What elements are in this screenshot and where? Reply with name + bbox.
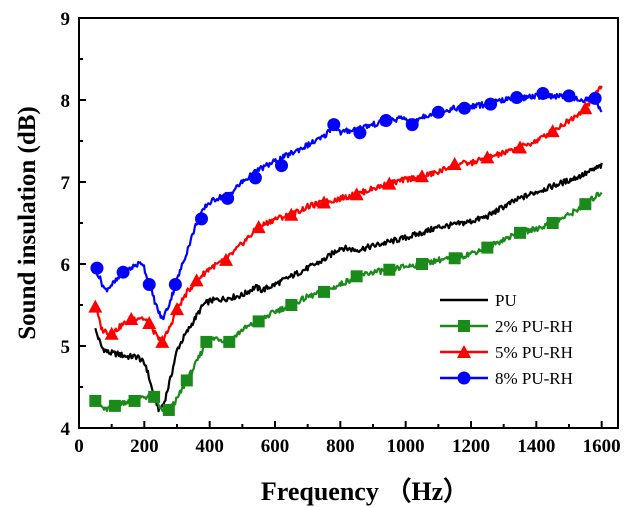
y-axis-title: Sound insulation (dB) (14, 106, 41, 339)
legend: PU 2% PU-RH 5% PU-RH 8% PU-RH (440, 291, 573, 388)
data-point-2-13 (415, 169, 429, 183)
data-point-3-10 (379, 114, 393, 127)
data-point-2-18 (578, 101, 593, 115)
legend-item-0: PU (440, 291, 517, 310)
data-point-3-2 (142, 278, 156, 291)
y-tick-label-0: 4 (61, 419, 71, 440)
x-tick-label-1: 200 (130, 436, 159, 457)
data-point-1-6 (200, 335, 213, 348)
data-point-1-12 (383, 263, 396, 276)
data-point-3-12 (431, 105, 445, 119)
data-point-3-0 (90, 261, 104, 275)
data-point-3-13 (457, 101, 471, 115)
x-tick-label-6: 1200 (452, 436, 490, 457)
legend-item-2: 5% PU-RH (440, 343, 573, 362)
data-point-1-8 (252, 315, 265, 328)
data-point-2-10 (317, 195, 331, 209)
data-point-1-16 (514, 226, 526, 239)
data-point-3-5 (221, 191, 235, 205)
data-point-1-13 (416, 258, 428, 270)
data-point-1-2 (128, 394, 141, 407)
data-point-3-8 (327, 118, 341, 132)
data-point-3-7 (275, 159, 289, 173)
series-3 (90, 86, 603, 321)
legend-item-1: 2% PU-RH (440, 317, 573, 336)
series-0 (94, 162, 603, 413)
data-point-1-3 (148, 390, 161, 403)
data-point-3-16 (536, 86, 550, 100)
y-tick-label-5: 9 (61, 9, 71, 30)
x-tick-label-0: 0 (74, 436, 84, 457)
x-tick-label-3: 600 (261, 436, 290, 457)
data-point-3-3 (168, 278, 182, 291)
x-axis-title: Frequency （Hz） (261, 477, 469, 506)
data-point-3-1 (116, 265, 130, 279)
y-tick-label-3: 7 (61, 173, 71, 194)
data-point-1-9 (285, 299, 298, 311)
series-1 (89, 191, 603, 416)
series-line-0 (94, 162, 603, 413)
data-point-1-15 (481, 241, 494, 254)
data-point-2-15 (480, 150, 495, 164)
x-tick-label-5: 1000 (387, 436, 425, 457)
data-point-2-0 (88, 299, 103, 313)
data-point-2-14 (447, 156, 462, 170)
y-tick-label-4: 8 (61, 91, 71, 112)
data-point-2-8 (251, 220, 266, 234)
data-point-2-11 (349, 187, 364, 201)
y-tick-label-2: 6 (61, 255, 71, 276)
data-point-2-7 (219, 252, 233, 266)
data-point-2-12 (382, 176, 397, 190)
data-point-2-4 (155, 334, 170, 348)
data-point-3-14 (484, 97, 498, 111)
series-2 (88, 85, 603, 348)
legend-label-3: 8% PU-RH (495, 369, 573, 388)
legend-item-3: 8% PU-RH (440, 369, 573, 388)
data-point-2-9 (284, 207, 299, 221)
data-point-1-5 (180, 374, 193, 387)
data-point-3-6 (248, 171, 262, 185)
data-point-3-15 (510, 91, 524, 105)
data-point-2-16 (513, 140, 527, 154)
x-tick-label-2: 400 (195, 436, 224, 457)
legend-label-1: 2% PU-RH (495, 317, 573, 336)
data-point-3-11 (405, 118, 419, 132)
data-point-1-10 (318, 285, 330, 298)
legend-marker-2 (457, 345, 471, 358)
data-point-1-0 (89, 394, 102, 407)
data-point-1-14 (448, 252, 461, 265)
legend-marker-3 (457, 371, 471, 385)
x-tick-label-8: 1600 (583, 436, 621, 457)
data-point-3-4 (195, 212, 208, 226)
data-point-3-9 (353, 126, 367, 140)
data-point-2-6 (189, 273, 204, 287)
data-point-2-3 (142, 316, 157, 330)
data-point-1-18 (579, 198, 592, 211)
data-point-3-18 (588, 91, 602, 105)
data-point-2-17 (545, 124, 560, 138)
legend-label-0: PU (495, 291, 517, 310)
data-point-1-7 (223, 335, 236, 348)
data-point-3-17 (562, 89, 576, 103)
data-point-1-4 (162, 403, 175, 416)
plot-frame (78, 17, 619, 429)
data-point-2-1 (104, 326, 119, 340)
data-point-1-1 (108, 399, 121, 412)
legend-marker-1 (458, 320, 470, 332)
data-point-1-17 (546, 217, 559, 229)
x-tick-label-4: 800 (326, 436, 355, 457)
data-point-2-5 (170, 302, 184, 316)
y-tick-label-1: 5 (61, 337, 71, 358)
data-point-1-11 (350, 270, 363, 283)
data-point-2-2 (124, 311, 139, 325)
x-tick-label-7: 1400 (517, 436, 555, 457)
legend-label-2: 5% PU-RH (495, 343, 573, 362)
series-line-2 (94, 85, 603, 346)
